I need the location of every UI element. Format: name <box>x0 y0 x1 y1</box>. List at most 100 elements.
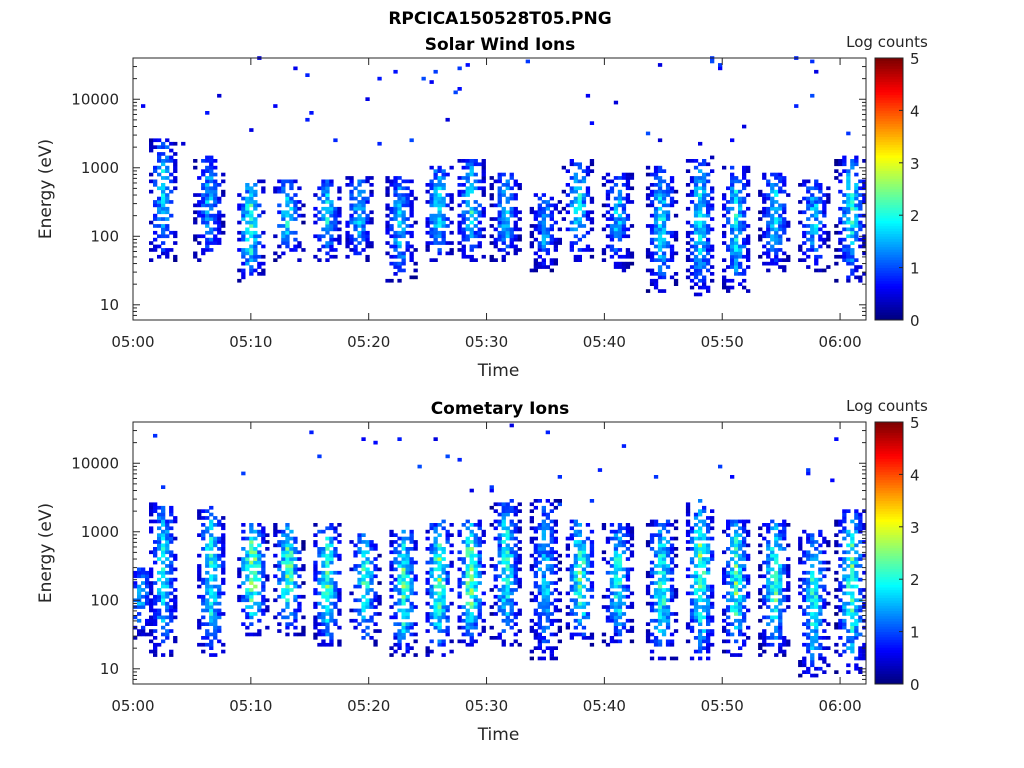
heatmap-cell <box>513 237 518 242</box>
heatmap-cell <box>569 203 574 208</box>
heatmap-cell <box>249 581 254 585</box>
heatmap-cell <box>617 526 623 531</box>
heatmap-cell <box>653 244 659 249</box>
heatmap-cell <box>766 213 771 218</box>
heatmap-cell <box>345 241 350 245</box>
heatmap-cell <box>157 155 162 160</box>
heatmap-cell <box>277 540 282 544</box>
heatmap-cell <box>365 588 370 592</box>
heatmap-cell <box>738 282 743 286</box>
heatmap-cell <box>533 564 538 568</box>
heatmap-cell <box>553 519 558 524</box>
heatmap-cell <box>257 591 262 596</box>
figure-title: RPCICA150528T05.PNG <box>388 9 611 29</box>
heatmap-cell <box>657 272 663 276</box>
heatmap-cell <box>325 584 330 589</box>
heatmap-cell <box>838 172 843 177</box>
heatmap-cell <box>281 213 286 218</box>
colorbar-tick-label: 1 <box>910 260 920 278</box>
heatmap-cell <box>277 594 282 599</box>
heatmap-cell <box>653 636 659 640</box>
heatmap-cell <box>706 605 711 609</box>
heatmap-cell <box>693 193 699 197</box>
heatmap-cell <box>629 533 635 537</box>
heatmap-cell <box>321 550 326 555</box>
heatmap-cell <box>541 265 546 269</box>
heatmap-cell <box>481 540 486 544</box>
heatmap-cell <box>497 189 502 194</box>
heatmap-cell <box>441 557 446 561</box>
heatmap-cell <box>553 220 558 225</box>
heatmap-cell <box>774 557 779 561</box>
heatmap-cell <box>629 601 635 606</box>
heatmap-cell <box>685 193 691 197</box>
heatmap-cell <box>389 254 394 259</box>
heatmap-cell <box>357 230 362 235</box>
heatmap-cell <box>393 261 398 266</box>
heatmap-cell <box>161 598 166 603</box>
heatmap-cell <box>706 206 711 211</box>
heatmap-cell <box>545 248 550 252</box>
heatmap-cell <box>693 588 699 592</box>
heatmap-cell <box>722 581 727 585</box>
heatmap-cell <box>621 230 627 235</box>
heatmap-cell <box>361 550 366 555</box>
heatmap-cell <box>481 176 486 180</box>
heatmap-cell <box>730 598 735 603</box>
heatmap-cell <box>221 570 226 575</box>
heatmap-cell <box>205 193 210 197</box>
heatmap-cell <box>569 200 574 204</box>
heatmap-cell <box>457 213 462 218</box>
heatmap-cell <box>377 553 382 558</box>
heatmap-cell <box>429 584 434 589</box>
heatmap-cell <box>345 176 350 180</box>
heatmap-cell <box>373 629 378 633</box>
heatmap-cell <box>834 230 839 235</box>
heatmap-cell <box>726 265 731 269</box>
heatmap-cell <box>698 224 703 228</box>
heatmap-cell <box>241 230 246 235</box>
heatmap-cell <box>213 608 218 613</box>
heatmap-cell <box>197 625 202 630</box>
heatmap-cell <box>609 244 615 249</box>
heatmap-cell <box>814 200 819 204</box>
heatmap-cell <box>842 159 847 163</box>
heatmap-cell <box>854 203 859 208</box>
heatmap-cell <box>778 248 783 252</box>
heatmap-cell <box>441 605 446 609</box>
heatmap-cell <box>698 278 703 283</box>
heatmap-cell <box>742 526 747 531</box>
heatmap-cell <box>730 241 735 245</box>
heatmap-cell <box>581 224 587 228</box>
heatmap-cell <box>493 217 498 221</box>
heatmap-cell <box>329 206 334 211</box>
heatmap-cell <box>161 230 166 235</box>
heatmap-cell <box>349 591 354 596</box>
heatmap-cell <box>806 533 811 537</box>
heatmap-cell <box>782 258 787 262</box>
heatmap-cell <box>249 210 254 215</box>
heatmap-cell <box>369 618 374 623</box>
heatmap-cell <box>722 230 727 235</box>
heatmap-cell <box>365 598 370 603</box>
heatmap-cell <box>245 536 250 541</box>
heatmap-cell <box>573 533 578 537</box>
heatmap-cell <box>481 227 486 232</box>
heatmap-cell <box>473 230 478 235</box>
heatmap-cell <box>437 615 442 620</box>
heatmap-cell <box>197 570 202 575</box>
heatmap-cell <box>810 673 815 678</box>
heatmap-cell <box>698 179 703 184</box>
heatmap-cell <box>722 639 727 644</box>
heatmap-cell <box>738 543 743 548</box>
heatmap-cell <box>545 553 550 558</box>
heatmap-cell <box>613 248 619 252</box>
heatmap-cell <box>702 244 707 249</box>
heatmap-cell <box>337 186 342 191</box>
heatmap-cell <box>261 230 266 235</box>
heatmap-cell <box>629 550 635 555</box>
heatmap-cell <box>854 172 859 177</box>
heatmap-cell <box>205 213 210 218</box>
heatmap-cell <box>173 519 178 524</box>
heatmap-cell <box>782 227 787 232</box>
